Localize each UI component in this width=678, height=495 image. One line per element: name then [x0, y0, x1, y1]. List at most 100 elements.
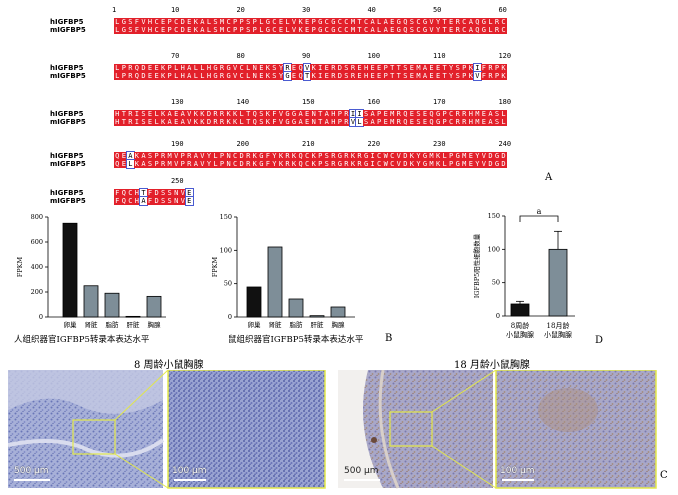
residue: H [205, 72, 213, 80]
residue: C [362, 18, 370, 26]
residue: Q [114, 152, 121, 160]
residue: R [244, 152, 252, 160]
residue: K [297, 26, 304, 34]
residue: L [375, 18, 383, 26]
residue: L [153, 110, 160, 118]
residue: S [140, 118, 147, 126]
residue: E [172, 110, 180, 118]
residue: A [297, 118, 304, 126]
residue: V [199, 152, 206, 160]
residue: A [199, 18, 206, 26]
sequence-alignment-panel: 1 10 20 30 40 50 60 hIGFBP5 L G S F V H C E P C D E K A L S M C P P… [40, 6, 620, 206]
residue: Y [277, 72, 285, 80]
y-tick-label: 400 [31, 263, 43, 271]
residue: P [231, 18, 239, 26]
residue: G [395, 26, 403, 34]
alignment-tick: 110 [432, 52, 446, 60]
residue: G [290, 110, 298, 118]
residue: S [244, 26, 252, 34]
significance-bracket [519, 215, 559, 222]
human-tissue-bar-chart: FPKM 0 200 400 600 800 卵巢 肾脏 脂肪 肝脏 胸腺 [16, 213, 166, 329]
alignment-row-label: mIGFBP5 [50, 72, 86, 80]
residue: L [284, 26, 291, 34]
y-tick-label: 150 [220, 213, 232, 221]
residue: Q [120, 197, 128, 205]
residue: G [493, 160, 501, 168]
residue: E [388, 18, 396, 26]
residue: H [133, 197, 141, 205]
alignment-tick: 30 [301, 6, 311, 14]
residue: I [133, 118, 141, 126]
bar [125, 315, 141, 318]
residue: P [310, 26, 317, 34]
residue: I [369, 152, 376, 160]
panel-letter-d: D [595, 335, 604, 346]
residue: V [186, 110, 193, 118]
residue: R [330, 152, 337, 160]
residue: F [133, 26, 141, 34]
residue: G [284, 118, 291, 126]
alignment-row-label: mIGFBP5 [50, 197, 86, 205]
residue: S [402, 72, 409, 80]
category-label: 8周龄 [511, 321, 529, 330]
residue: K [251, 152, 259, 160]
residue: H [467, 118, 475, 126]
residue: D [500, 152, 507, 160]
residue: V [172, 160, 180, 168]
residue: W [382, 152, 389, 160]
residue: S [362, 118, 370, 126]
residue: A [140, 160, 147, 168]
residue: R [330, 72, 337, 80]
residue: N [225, 160, 232, 168]
residue: L [441, 152, 448, 160]
residue: Q [402, 26, 409, 34]
residue: A [186, 64, 193, 72]
residue: I [355, 109, 364, 119]
residue: S [408, 18, 416, 26]
residue: E [153, 72, 160, 80]
residue: C [323, 26, 331, 34]
residue: K [434, 160, 442, 168]
residue: V [348, 117, 358, 127]
residue: R [454, 26, 461, 34]
residue: V [395, 160, 403, 168]
residue: R [284, 152, 291, 160]
alignment-row-label: hIGFBP5 [50, 18, 84, 26]
y-tick-label: 0 [496, 312, 500, 320]
residue: S [493, 118, 501, 126]
residue: R [454, 18, 461, 26]
residue: C [388, 160, 396, 168]
residue: E [323, 64, 331, 72]
residue: E [146, 110, 154, 118]
residue: P [251, 26, 259, 34]
residue: C [172, 18, 180, 26]
residue: G [330, 26, 337, 34]
residue: G [480, 26, 488, 34]
residue: T [395, 72, 403, 80]
residue: K [192, 26, 200, 34]
residue: C [323, 18, 331, 26]
residue: P [166, 26, 173, 34]
residue: S [343, 64, 350, 72]
residue: S [362, 110, 370, 118]
residue: E [185, 188, 194, 198]
residue: D [153, 197, 160, 205]
alignment-tick: 200 [236, 140, 250, 148]
residue: Q [133, 64, 141, 72]
residue: C [127, 197, 134, 205]
residue: K [159, 118, 167, 126]
residue: L [487, 18, 494, 26]
residue: K [251, 160, 259, 168]
residue: C [343, 26, 350, 34]
residue: R [244, 160, 252, 168]
residue: C [447, 118, 455, 126]
panel-letter-a: A [545, 172, 553, 183]
residue: V [179, 197, 187, 205]
residue: Q [402, 18, 409, 26]
category-label: 小鼠胸腺 [506, 330, 534, 339]
residue: E [388, 26, 396, 34]
residue: C [343, 18, 350, 26]
residue: L [284, 18, 291, 26]
residue: E [434, 64, 442, 72]
